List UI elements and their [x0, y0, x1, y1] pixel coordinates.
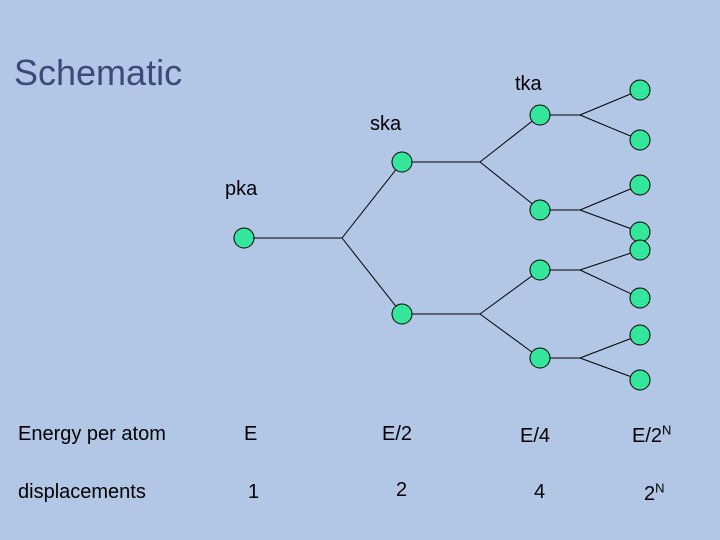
tree-node [392, 304, 412, 324]
tree-edge [480, 314, 540, 358]
cell-value: 2 [396, 479, 407, 502]
tree-node [630, 175, 650, 195]
tree-node [630, 288, 650, 308]
tree-edge [480, 162, 540, 210]
cell-value: E [244, 423, 257, 446]
cascade-tree [0, 0, 720, 540]
cell-value: E/2N [632, 425, 671, 448]
tree-node [630, 240, 650, 260]
cell-value: 1 [248, 481, 259, 504]
tree-node [630, 80, 650, 100]
tree-node [630, 222, 650, 242]
row-label: displacements [18, 481, 146, 504]
tree-node [630, 130, 650, 150]
level-label: ska [370, 113, 401, 136]
tree-node [530, 200, 550, 220]
slide: Schematic pkaskatkaEnergy per atomEE/2E/… [0, 0, 720, 540]
level-label: tka [515, 73, 542, 96]
row-label: Energy per atom [18, 423, 166, 446]
tree-edge [480, 270, 540, 314]
tree-node [630, 370, 650, 390]
tree-node [530, 260, 550, 280]
tree-edge [342, 162, 402, 238]
level-label: pka [225, 178, 257, 201]
cell-value: 2N [644, 483, 665, 506]
tree-edge [480, 115, 540, 162]
tree-node [392, 152, 412, 172]
cell-value: E/4 [520, 425, 550, 448]
cell-value: E/2 [382, 423, 412, 446]
tree-edge [342, 238, 402, 314]
cell-value: 4 [534, 481, 545, 504]
tree-node [234, 228, 254, 248]
tree-node [530, 105, 550, 125]
tree-node [630, 325, 650, 345]
tree-node [530, 348, 550, 368]
